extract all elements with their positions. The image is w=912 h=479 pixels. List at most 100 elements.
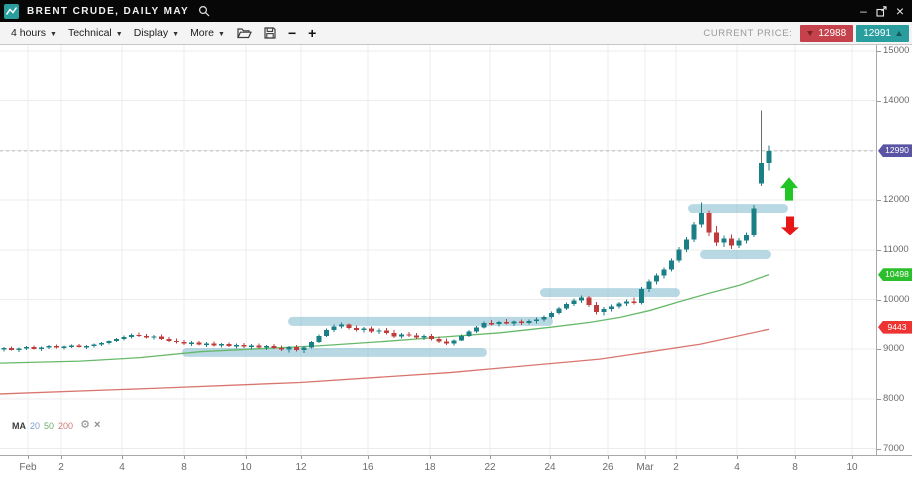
- x-axis-label: 26: [602, 462, 614, 473]
- buy-price-value: 12991: [863, 27, 891, 39]
- x-axis-label: 22: [484, 462, 496, 473]
- search-icon[interactable]: [198, 5, 210, 17]
- x-axis-label: 2: [58, 462, 64, 473]
- x-axis-label: 2: [673, 462, 679, 473]
- ma-legend-label: MA: [12, 420, 26, 431]
- zoom-out-button[interactable]: −: [287, 25, 297, 41]
- toolbar: 4 hours ▼ Technical ▼ Display ▼ More ▼ − + C…: [0, 22, 912, 45]
- technical-dropdown[interactable]: Technical ▼: [68, 27, 123, 39]
- ma-settings-gear-icon[interactable]: ⚙: [80, 419, 90, 431]
- zone-rectangle: [540, 288, 680, 298]
- minimize-button[interactable]: –: [860, 4, 867, 18]
- y-axis-tick: [877, 398, 881, 400]
- ma-period-50: 50: [44, 420, 55, 431]
- x-axis-label: 4: [734, 462, 740, 473]
- x-axis-tick: [676, 456, 677, 459]
- ma-200-line: [0, 328, 770, 395]
- display-dropdown-label: Display: [133, 27, 169, 39]
- close-button[interactable]: ×: [895, 3, 904, 19]
- more-dropdown[interactable]: More ▼: [190, 27, 225, 39]
- technical-dropdown-label: Technical: [67, 27, 112, 39]
- ma-period-200: 200: [58, 420, 74, 431]
- sell-arrow-down-icon: [807, 30, 814, 36]
- y-axis-tick: [877, 51, 881, 52]
- x-axis-tick: [608, 456, 609, 459]
- timeframe-dropdown-label: 4 hours: [11, 27, 47, 39]
- chevron-down-icon: ▼: [172, 30, 180, 38]
- candles: [1, 110, 772, 354]
- y-axis-label: 15000: [883, 45, 910, 56]
- display-dropdown[interactable]: Display ▼: [134, 27, 179, 39]
- app-logo-icon: [4, 3, 19, 19]
- x-axis-label: 8: [792, 462, 798, 473]
- title-bar: BRENT CRUDE, DAILY MAY – ×: [0, 0, 912, 22]
- y-axis-tick: [877, 448, 881, 450]
- x-axis-tick: [430, 456, 431, 459]
- ma-period-20: 20: [30, 420, 41, 431]
- x-axis-label: 12: [295, 462, 307, 473]
- zone-rectangle: [688, 204, 788, 214]
- time-axis[interactable]: Feb 2 4 8 10 12 16 18 22 24 26 Mar 2 4 8 10: [0, 455, 912, 479]
- buy-arrow-up-icon: [896, 30, 902, 36]
- x-axis-tick: [795, 456, 796, 459]
- y-axis-tick: [877, 100, 881, 102]
- timeframe-dropdown[interactable]: 4 hours ▼: [11, 27, 57, 39]
- price-chart[interactable]: [0, 45, 876, 455]
- zone-rectangle: [288, 316, 553, 326]
- chevron-down-icon: ▼: [50, 30, 57, 38]
- gridlines: [0, 45, 876, 455]
- x-axis-label: 8: [181, 462, 187, 473]
- x-axis-label: 4: [119, 462, 125, 473]
- price-badge: 12990: [878, 144, 912, 158]
- x-axis-label: 16: [362, 462, 374, 473]
- x-axis-tick: [550, 456, 551, 459]
- x-axis-label: Feb: [19, 462, 37, 473]
- sell-price-chip[interactable]: 12988: [800, 24, 854, 42]
- current-price-label: CURRENT PRICE:: [703, 27, 793, 39]
- y-axis-label: 11000: [883, 243, 909, 255]
- ma-50-line: [0, 274, 770, 364]
- y-axis-label: 9000: [883, 343, 905, 355]
- x-axis-tick: [246, 456, 247, 459]
- more-dropdown-label: More: [190, 27, 214, 39]
- x-axis-label: 18: [424, 462, 436, 473]
- chart-area: 15000 14000 12000 11000 10000 9000 8000 7000 129…: [0, 45, 912, 478]
- y-axis-tick: [877, 299, 881, 301]
- y-axis-tick: [877, 200, 881, 202]
- zoom-in-button[interactable]: +: [308, 25, 317, 41]
- y-axis-tick: [877, 349, 881, 351]
- up-arrow-annotation: [780, 177, 798, 201]
- y-axis-label: 7000: [883, 442, 905, 454]
- x-axis-tick: [368, 456, 369, 459]
- save-icon[interactable]: [264, 27, 276, 39]
- x-axis-tick: [301, 456, 302, 459]
- x-axis-tick: [737, 456, 738, 459]
- open-folder-icon[interactable]: [237, 27, 252, 39]
- x-axis-tick: [122, 456, 123, 459]
- x-axis-tick: [490, 456, 491, 459]
- x-axis-tick: [28, 456, 29, 459]
- x-axis-tick: [645, 456, 646, 459]
- y-axis-label: 8000: [883, 392, 905, 404]
- chevron-down-icon: ▼: [218, 30, 225, 38]
- zone-rectangle: [182, 347, 487, 357]
- chevron-down-icon: ▼: [115, 30, 123, 38]
- y-axis-label: 12000: [883, 194, 910, 206]
- popout-button[interactable]: [876, 5, 887, 17]
- x-axis-label: 10: [240, 462, 252, 473]
- down-arrow-annotation: [781, 216, 799, 236]
- zone-rectangle: [700, 250, 771, 259]
- ma-remove-icon[interactable]: ×: [93, 419, 101, 431]
- x-axis-tick: [184, 456, 185, 459]
- y-axis-label: 10000: [883, 293, 910, 305]
- sell-price-value: 12988: [818, 27, 847, 39]
- price-badge: 10498: [878, 268, 912, 282]
- buy-price-chip[interactable]: 12991: [856, 24, 909, 42]
- x-axis-label: 10: [846, 462, 858, 473]
- price-badge: 9443: [878, 320, 912, 334]
- price-axis[interactable]: 15000 14000 12000 11000 10000 9000 8000 7000 129…: [876, 45, 912, 456]
- y-axis-tick: [877, 249, 881, 251]
- x-axis-tick: [61, 456, 62, 459]
- x-axis-tick: [852, 456, 853, 459]
- ma-indicator-legend: MA 20 50 200 ⚙ ×: [12, 420, 100, 431]
